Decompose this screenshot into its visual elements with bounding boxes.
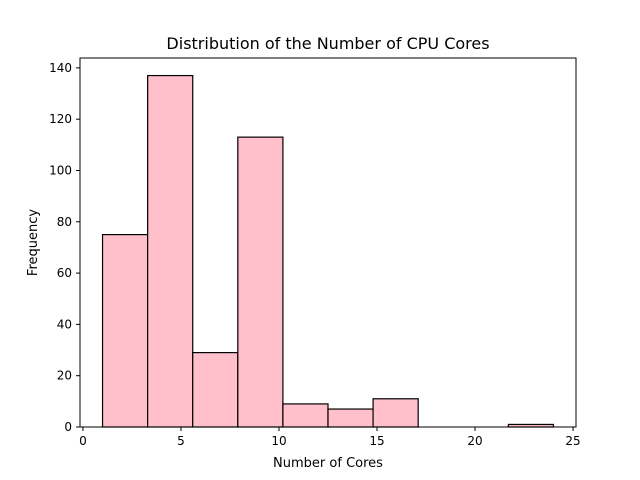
x-axis-label: Number of Cores [273,456,383,471]
plot-frame [79,57,577,428]
x-tick-label: 25 [565,434,580,448]
histogram-bar [192,352,239,428]
histogram-bar [327,408,374,428]
x-tick-label: 5 [177,434,185,448]
y-tick-label: 140 [49,61,72,75]
y-tick-label: 120 [49,112,72,126]
histogram-bar [101,234,149,428]
y-axis-ticks: 0 20 40 60 80 100 120 140 [49,61,80,434]
x-tick-label: 20 [467,434,482,448]
x-tick-label: 0 [79,434,87,448]
x-tick-label: 10 [271,434,286,448]
histogram-bar [372,398,419,428]
y-tick-label: 80 [57,215,72,229]
bars-group [101,74,555,428]
y-axis-label: Frequency [26,209,41,276]
histogram-bar [237,136,284,428]
x-tick-label: 15 [369,434,384,448]
x-axis-ticks: 0 5 10 15 20 25 [79,427,581,448]
histogram-bar [147,74,194,428]
y-tick-label: 60 [57,266,72,280]
chart-title: Distribution of the Number of CPU Cores [166,34,489,53]
histogram-bar [282,403,329,428]
y-tick-label: 100 [49,163,72,177]
y-tick-label: 0 [64,420,72,434]
y-tick-label: 20 [57,369,72,383]
y-tick-label: 40 [57,317,72,331]
